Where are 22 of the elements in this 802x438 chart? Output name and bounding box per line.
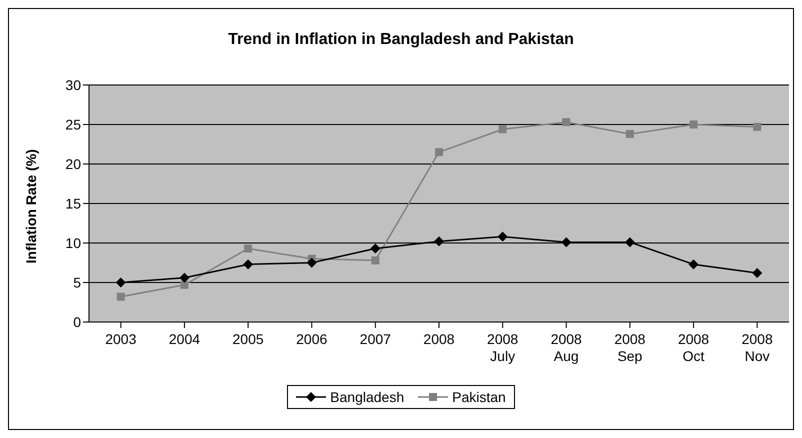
- x-tick-label: 2006: [296, 331, 328, 347]
- y-tick-label: 15: [65, 195, 82, 212]
- legend-label: Bangladesh: [330, 389, 404, 405]
- y-tick-label: 10: [65, 234, 82, 251]
- x-tick-label: 2008 Nov: [742, 331, 773, 364]
- y-tick-label: 25: [65, 116, 82, 132]
- legend-label: Pakistan: [452, 389, 506, 405]
- x-tick-label: 2008 Aug: [550, 331, 582, 364]
- x-tick-label: 2007: [360, 331, 392, 347]
- y-tick-label: 0: [73, 314, 82, 330]
- y-tick-label: 5: [73, 274, 82, 290]
- x-tick-label: 2004: [168, 331, 200, 347]
- x-tick-label: 2008: [423, 331, 455, 347]
- y-axis-title: Inflation Rate (%): [22, 149, 39, 264]
- x-tick-label: 2008 Oct: [678, 331, 710, 364]
- chart-title: Trend in Inflation in Bangladesh and Pakistan: [227, 31, 575, 49]
- x-tick-label: 2008 Sep: [614, 331, 646, 364]
- x-tick-label: 2008 July: [487, 331, 518, 364]
- x-tick-label: 2005: [232, 331, 264, 347]
- x-tick-label: 2003: [105, 331, 137, 347]
- y-tick-label: 30: [65, 76, 82, 93]
- y-tick-label: 20: [65, 156, 82, 172]
